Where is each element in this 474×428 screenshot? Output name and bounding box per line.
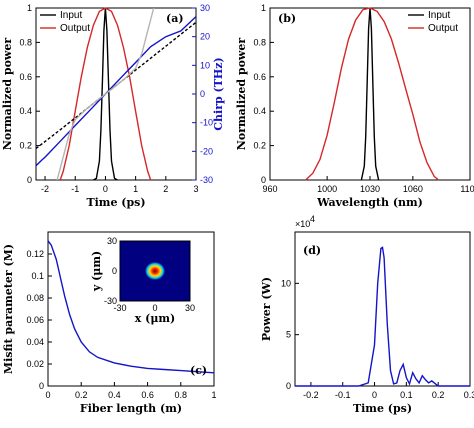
panel-label: (a) — [166, 12, 184, 25]
x-tick-label: 960 — [262, 184, 277, 194]
x-tick-label: 0.2 — [432, 390, 445, 400]
x-tick-label: 0.1 — [400, 390, 413, 400]
series-line-0 — [47, 240, 215, 374]
inset-x-label: x (μm) — [135, 312, 176, 325]
x-tick-label: 3 — [193, 184, 198, 194]
series-line-4 — [56, 7, 155, 181]
y-tick-label: 0.4 — [253, 106, 266, 116]
y-tick-label: 0.6 — [19, 72, 32, 82]
y2-tick-label: -20 — [200, 146, 213, 156]
x-tick-label: 0 — [45, 390, 50, 400]
y-tick-label: 0 — [39, 381, 44, 391]
panel-label: (b) — [278, 12, 296, 25]
y-tick-label: 0.12 — [26, 249, 44, 259]
x-axis-label: Time (ps) — [86, 196, 145, 209]
y-tick-label: 0.8 — [19, 37, 32, 47]
y-tick-label: 1 — [27, 3, 32, 13]
y2-tick-label: 20 — [200, 32, 210, 42]
y-multiplier-exp: 4 — [310, 214, 315, 224]
x-tick-label: -1 — [71, 184, 79, 194]
series-line-0 — [295, 246, 470, 387]
y-tick-label: 0.2 — [253, 141, 266, 151]
y2-tick-label: 10 — [200, 60, 210, 70]
x-tick-label: 1060 — [403, 184, 423, 194]
x-tick-label: 0.2 — [75, 390, 88, 400]
x-tick-label: 0.6 — [141, 390, 154, 400]
y-tick-label: 0.04 — [26, 337, 44, 347]
x-tick-label: -0.2 — [303, 390, 319, 400]
y-multiplier: ×10 — [295, 219, 310, 229]
y-tick-label: 0.8 — [253, 37, 266, 47]
y-tick-label: 10 — [281, 278, 291, 288]
y2-tick-label: -10 — [200, 118, 213, 128]
y-tick-label: 0 — [286, 381, 291, 391]
y-tick-label: 0.1 — [31, 271, 44, 281]
x-tick-label: 0 — [103, 184, 108, 194]
y-axis-label: Normalized power — [235, 38, 248, 151]
y-axis-label: Power (W) — [260, 277, 273, 341]
legend-entry: Input — [428, 10, 450, 21]
panel-label: (c) — [190, 364, 207, 377]
y-tick-label: 0 — [27, 175, 32, 185]
series-line-0 — [360, 7, 380, 181]
series-line-2 — [35, 16, 197, 167]
y-tick-label: 1 — [261, 3, 266, 13]
y2-tick-label: 30 — [200, 3, 210, 13]
x-tick-label: 1 — [133, 184, 138, 194]
x-axis-label: Fiber length (m) — [80, 402, 182, 415]
plot-frame — [47, 231, 215, 387]
plot-frame — [294, 231, 471, 387]
inset-y-tick-label: 30 — [107, 236, 117, 246]
x-tick-label: -2 — [41, 184, 49, 194]
series-line-1 — [305, 7, 440, 181]
x-axis-label: Wavelength (nm) — [316, 196, 423, 209]
y-tick-label: 0.4 — [19, 106, 32, 116]
x-tick-label: 2 — [163, 184, 168, 194]
x-tick-label: 1 — [211, 390, 216, 400]
y-tick-label: 0.6 — [253, 72, 266, 82]
y-tick-label: 0.2 — [19, 141, 32, 151]
y2-tick-label: 0 — [200, 89, 205, 99]
x-tick-label: 0 — [372, 390, 377, 400]
x-tick-label: 0.3 — [464, 390, 474, 400]
y-axis-label: Normalized power — [1, 38, 14, 151]
inset-y-tick-label: 0 — [112, 266, 117, 276]
x-tick-label: 0.4 — [108, 390, 121, 400]
inset-y-tick-label: -30 — [104, 296, 117, 306]
series-line-3 — [35, 21, 197, 150]
y2-tick-label: -30 — [200, 175, 213, 185]
inset-x-tick-label: -30 — [113, 303, 126, 313]
y-tick-label: 0.08 — [26, 293, 44, 303]
inset-y-label: y (μm) — [90, 251, 103, 292]
y2-axis-label: Chirp (THz) — [212, 57, 225, 130]
panel-label: (d) — [303, 244, 321, 257]
x-tick-label: 0.8 — [175, 390, 188, 400]
y-tick-label: 0.06 — [26, 315, 44, 325]
inset-x-tick-label: 30 — [185, 303, 195, 313]
y-axis-label: Misfit parameter (M) — [2, 244, 15, 374]
legend-entry: Output — [60, 23, 90, 34]
inset-x-tick-label: 0 — [152, 303, 157, 313]
x-tick-label: -0.1 — [335, 390, 351, 400]
inset-spot — [145, 262, 165, 280]
y-tick-label: 0 — [261, 175, 266, 185]
x-tick-label: 1030 — [360, 184, 380, 194]
y-tick-label: 0.02 — [26, 359, 44, 369]
legend-entry: Output — [428, 23, 458, 34]
x-tick-label: 1000 — [317, 184, 337, 194]
y-tick-label: 5 — [286, 330, 291, 340]
series-line-1 — [59, 7, 152, 181]
x-axis-label: Time (ps) — [353, 402, 412, 415]
legend-entry: Input — [60, 10, 82, 21]
